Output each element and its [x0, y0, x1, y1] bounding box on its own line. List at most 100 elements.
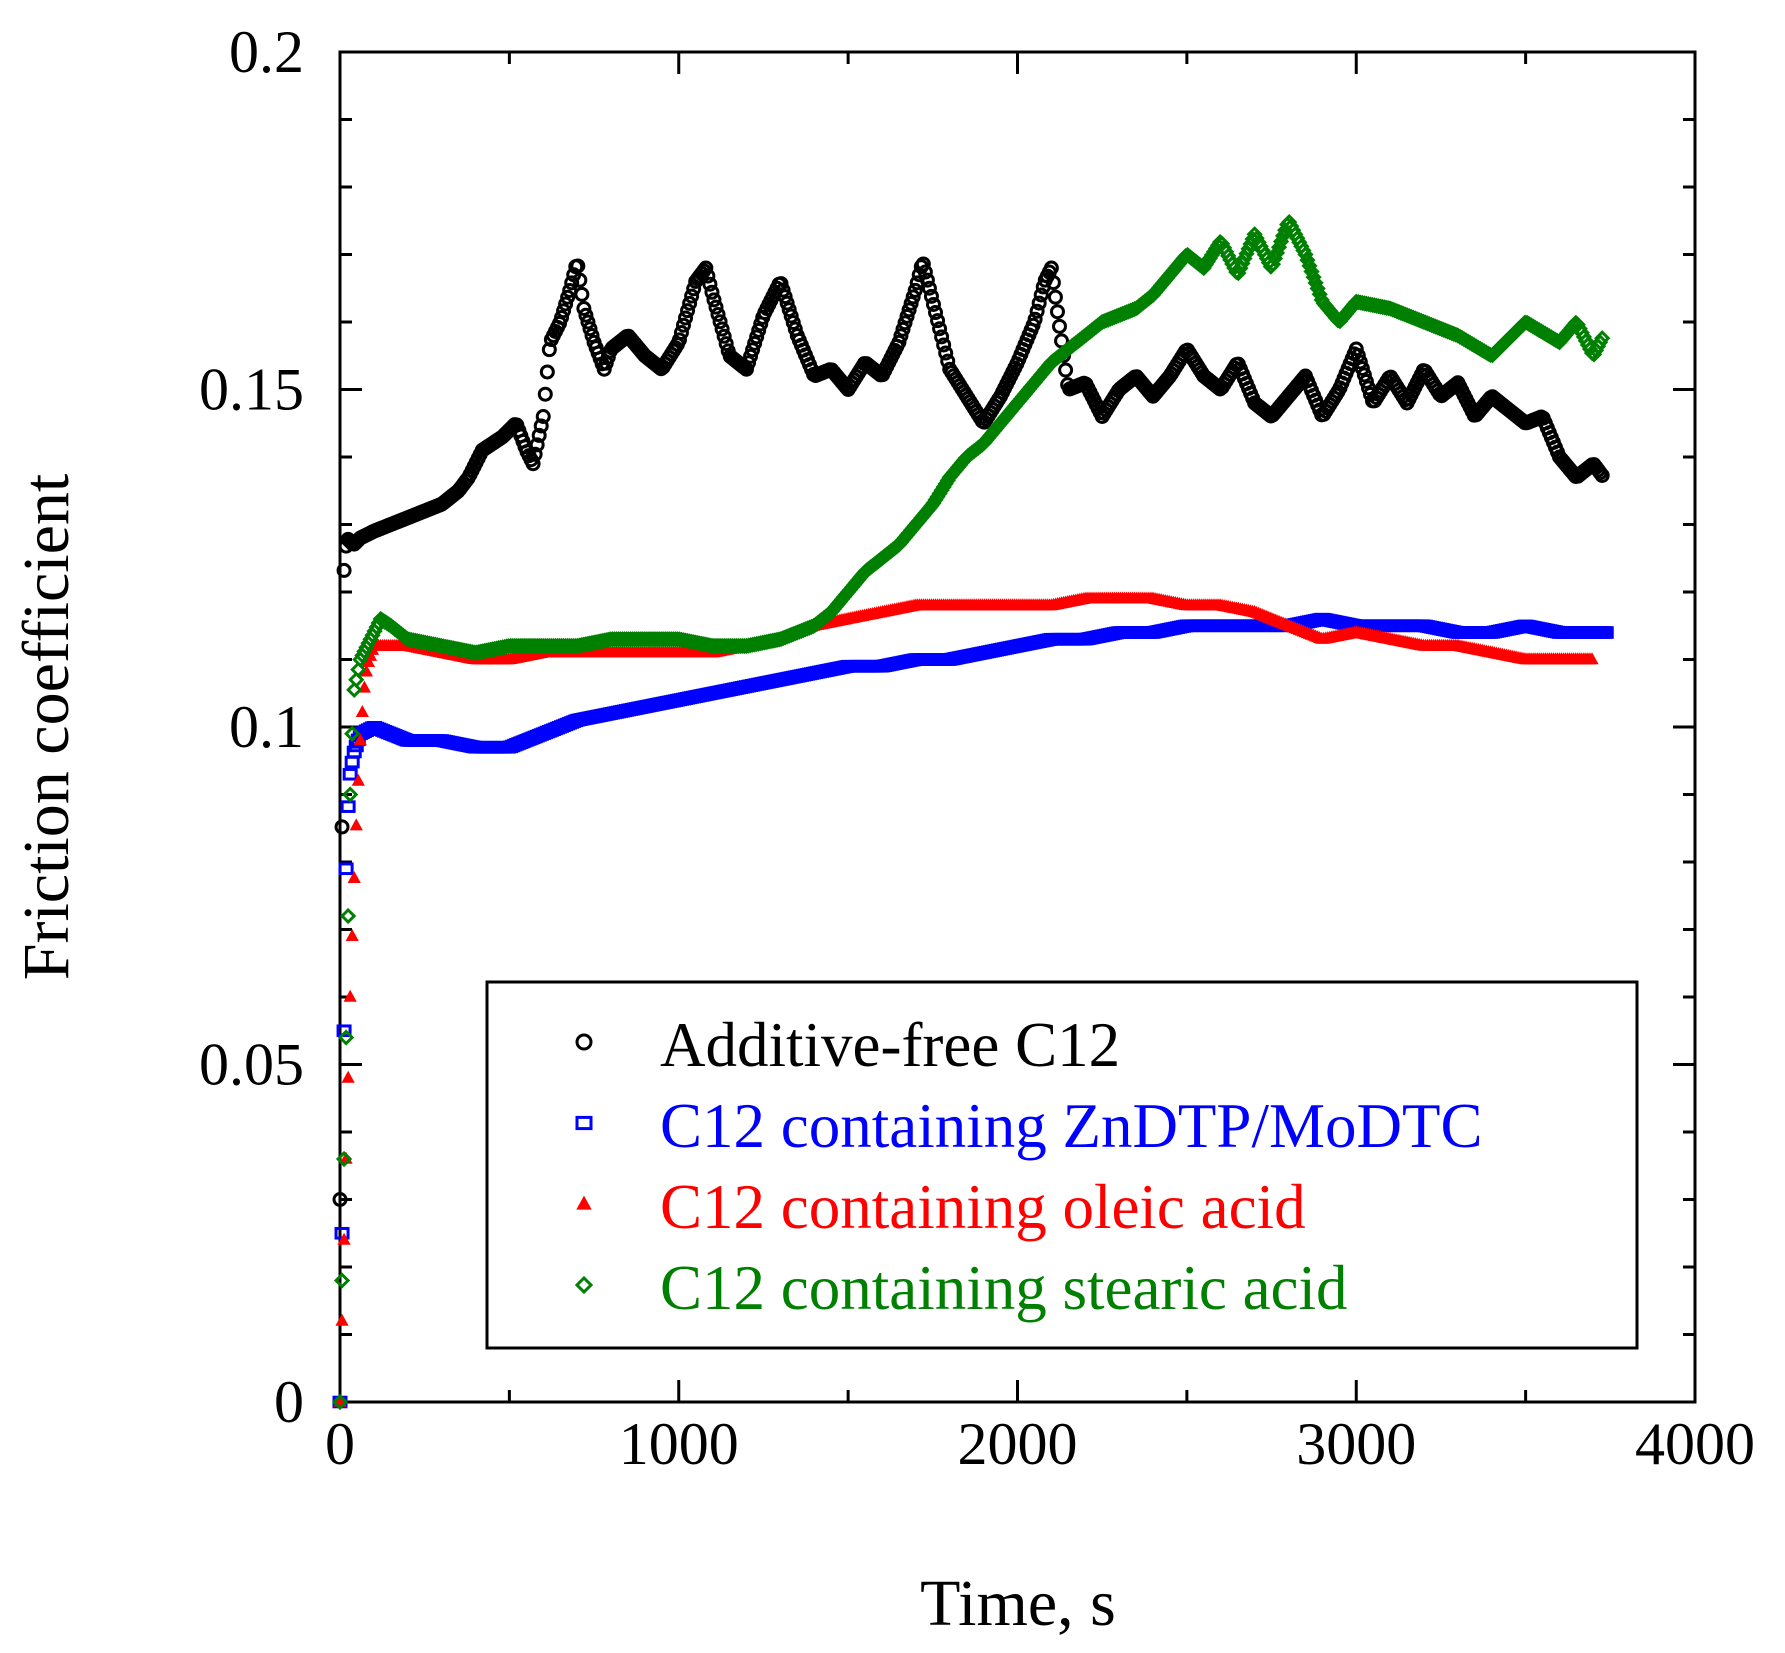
data-point: [682, 295, 698, 311]
data-point: [785, 315, 801, 331]
data-point: [1305, 269, 1322, 286]
tick-labels: 0 1000 2000 3000 4000 0 0.05 0.1 0.15 0.2: [199, 19, 1755, 1477]
data-point: [349, 818, 363, 831]
data-point: [1354, 360, 1370, 376]
data-point: [580, 314, 596, 330]
legend-marker: [574, 1275, 594, 1295]
legend: Additive-free C12 C12 containing ZnDTP/Mo…: [485, 980, 1639, 1350]
data-point: [905, 289, 921, 305]
data-point: [337, 1029, 355, 1046]
x-tick-label: 1000: [619, 1411, 739, 1477]
data-point: [698, 260, 714, 276]
data-point: [533, 418, 549, 434]
series-0: [332, 256, 1610, 1207]
x-tick-label: 0: [325, 1411, 355, 1477]
data-point: [572, 272, 588, 288]
data-point: [891, 334, 907, 350]
data-point: [919, 272, 935, 288]
data-point: [527, 446, 543, 462]
data-point: [901, 302, 917, 318]
data-point: [1047, 289, 1063, 305]
data-point: [332, 1192, 348, 1207]
data-point: [1049, 304, 1065, 320]
data-point: [1309, 280, 1326, 297]
x-axis-title: Time, s: [920, 1567, 1116, 1640]
data-point: [347, 871, 361, 883]
data-point: [353, 733, 367, 746]
data-point: [361, 655, 376, 667]
data-point: [582, 321, 598, 337]
data-point: [1052, 318, 1068, 334]
data-point: [749, 329, 765, 345]
data-point: [331, 1393, 349, 1411]
data-point: [747, 335, 763, 351]
data-point: [554, 310, 570, 325]
data-point: [334, 819, 350, 835]
data-point: [702, 276, 718, 292]
data-point: [558, 296, 574, 312]
data-point: [1358, 373, 1374, 389]
y-tick-label: 0.15: [199, 357, 304, 423]
data-point: [351, 773, 365, 786]
data-point: [893, 328, 909, 344]
data-point: [355, 704, 369, 717]
data-point: [539, 364, 555, 380]
data-point: [773, 276, 789, 292]
data-point: [739, 361, 754, 377]
data-point: [525, 456, 541, 472]
data-point: [775, 282, 791, 298]
data-point: [741, 355, 757, 371]
data-point: [336, 562, 352, 578]
data-point: [1031, 295, 1047, 311]
data-point: [675, 317, 691, 333]
data-point: [897, 315, 913, 331]
data-point: [340, 907, 357, 925]
data-point: [928, 305, 944, 321]
legend-item: C12 containing stearic acid: [574, 1253, 1348, 1323]
data-point: [673, 325, 689, 341]
data-point: [936, 337, 952, 353]
data-point: [1352, 354, 1368, 370]
legend-items: Additive-free C12 C12 containing ZnDTP/Mo…: [574, 1010, 1482, 1323]
data-point: [340, 800, 356, 813]
data-point: [535, 409, 551, 424]
data-point: [576, 301, 592, 316]
data-point: [1033, 287, 1049, 303]
data-point: [777, 289, 793, 305]
data-point: [934, 329, 950, 345]
data-point: [925, 296, 941, 312]
data-point: [344, 725, 361, 742]
data-point: [556, 303, 572, 319]
data-point: [917, 264, 933, 280]
data-point: [915, 256, 931, 272]
data-point: [710, 306, 726, 322]
data-point: [714, 321, 730, 337]
data-point: [1348, 341, 1364, 357]
data-point: [348, 671, 365, 688]
data-point: [708, 299, 724, 315]
data-point: [1301, 257, 1318, 274]
data-point: [1029, 303, 1045, 319]
data-point: [1303, 263, 1320, 280]
data-point: [938, 345, 954, 361]
data-point: [678, 310, 694, 326]
data-point: [338, 862, 354, 876]
data-point: [680, 303, 696, 319]
x-tick-label: 2000: [958, 1411, 1078, 1477]
data-point: [337, 1232, 351, 1245]
data-point: [923, 288, 939, 304]
data-point: [1045, 275, 1061, 291]
legend-box: [485, 980, 1639, 1350]
data-point: [1594, 330, 1611, 347]
y-tick-label: 0.1: [229, 694, 304, 760]
data-point: [350, 661, 367, 678]
data-point: [346, 681, 363, 698]
legend-item: C12 containing oleic acid: [576, 1172, 1306, 1242]
data-point: [335, 1150, 353, 1168]
data-point: [751, 322, 767, 338]
data-point: [783, 308, 799, 324]
y-tick-label: 0: [274, 1369, 304, 1435]
data-point: [671, 332, 687, 348]
y-tick-label: 0.05: [199, 1032, 304, 1098]
